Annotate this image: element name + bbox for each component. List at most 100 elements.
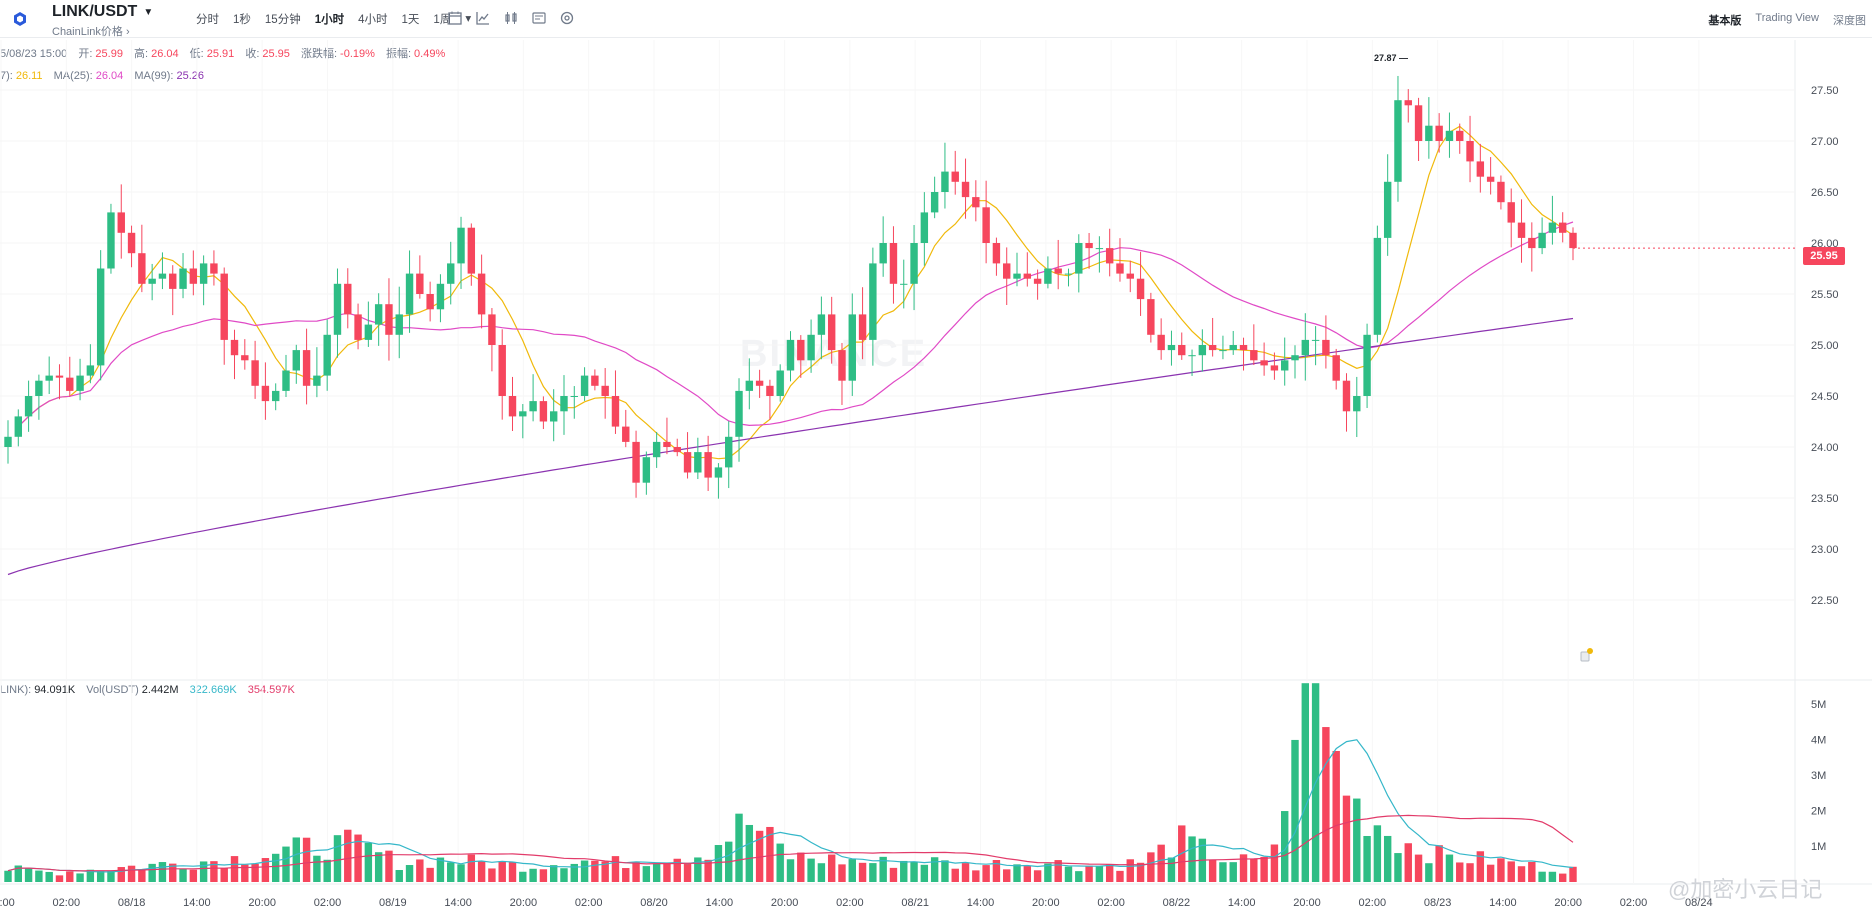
volume-bar [251, 863, 259, 882]
open-label: 开: [78, 48, 93, 60]
volume-bar [1528, 862, 1536, 882]
candle-body [1229, 345, 1237, 351]
interval-tabs: 分时 1秒 15分钟 1小时 4小时 1天 1周 ▾ [192, 11, 481, 27]
candle-body [1332, 355, 1340, 381]
notification-icon[interactable] [1578, 647, 1594, 663]
volume-bar [1085, 865, 1093, 882]
pair-selector[interactable]: LINK/USDT ▼ [52, 3, 153, 21]
candle-body [508, 396, 517, 417]
volume-bar [1105, 864, 1114, 882]
indicators-icon[interactable] [531, 10, 547, 26]
volume-bar [786, 859, 795, 882]
candle-body [1270, 365, 1279, 371]
volume-bar [1270, 844, 1279, 882]
candle-body [385, 304, 393, 335]
top-bar: LINK/USDT ▼ ChainLink价格 › 分时 1秒 15分钟 1小时… [0, 0, 1872, 38]
volume-bar [76, 873, 84, 882]
interval-tab[interactable]: 1周 [433, 14, 452, 26]
candle-body [24, 396, 33, 417]
volume-bar [1558, 873, 1567, 882]
candle-body [1023, 273, 1032, 279]
time-tick-label: 20:00 [1293, 897, 1321, 909]
candle-body [220, 273, 228, 340]
volume-bar [4, 870, 12, 882]
volume-bar [858, 862, 867, 882]
more-intervals-icon[interactable]: ▾ [465, 13, 472, 25]
price-tick-label: 24.00 [1811, 442, 1839, 454]
line-chart-icon[interactable] [475, 10, 491, 26]
settings-icon[interactable] [559, 10, 575, 26]
volume-bar [992, 860, 1001, 882]
time-tick-label: 14:00 [706, 897, 734, 909]
volume-bar [313, 855, 321, 882]
view-basic[interactable]: 基本版 [1708, 15, 1742, 27]
time-tick-label: 20:00 [248, 897, 276, 909]
volume-bar [323, 859, 331, 882]
volume-bar [652, 863, 661, 882]
candle-body [1394, 100, 1402, 182]
interval-tab-active[interactable]: 1小时 [314, 14, 345, 26]
candle-body [642, 457, 651, 483]
last-price-tag: 25.95 [1803, 247, 1845, 265]
volume-bar [354, 834, 362, 882]
volume-bar [35, 870, 43, 882]
calendar-icon[interactable] [447, 10, 463, 26]
volume-bar [1229, 862, 1237, 882]
volume-bar [14, 865, 23, 882]
candle-body [241, 355, 249, 361]
candle-body [1528, 237, 1536, 249]
volume-bar [1353, 798, 1361, 882]
grid [0, 40, 1872, 885]
candle-body [498, 345, 506, 396]
candle-body [323, 334, 331, 376]
volume-bar [869, 863, 877, 882]
volume-bar [1486, 864, 1495, 882]
volume-bar [395, 869, 403, 882]
kline-chart[interactable]: 27.5027.0026.5026.0025.5025.0024.5024.00… [0, 37, 1872, 911]
time-tick-label: 08/20 [640, 897, 668, 909]
candle-settings-icon[interactable] [503, 10, 519, 26]
candle-body [1507, 202, 1515, 223]
candle-body [477, 273, 486, 315]
volume-bar [920, 864, 929, 882]
time-tick-label: 08/22 [1163, 897, 1191, 909]
volume-bar [179, 868, 187, 882]
ohlc-date: 5/08/23 15:00 [0, 48, 68, 60]
volume-bar [1003, 869, 1011, 882]
candle-body [55, 375, 64, 378]
volume-bar [797, 852, 805, 882]
candle-body [1167, 345, 1176, 351]
candle-body [457, 227, 465, 264]
candle-body [1044, 268, 1052, 284]
candle-body [1003, 263, 1011, 279]
candle-body [282, 370, 290, 391]
axes: 27.5027.0026.5026.0025.5025.0024.5024.00… [0, 85, 1839, 909]
volume-bar [1126, 859, 1134, 882]
candle-body [1239, 345, 1248, 351]
volume-bar [271, 853, 280, 882]
candle-body [1250, 350, 1258, 361]
interval-tab[interactable]: 15分钟 [264, 14, 301, 26]
volume-tick-label: 5M [1811, 699, 1826, 711]
candle-body [807, 334, 815, 361]
interval-tab[interactable]: 4小时 [358, 14, 388, 26]
volume-bar [333, 835, 342, 882]
volume-tick-label: 1M [1811, 841, 1826, 853]
candle-body [117, 212, 125, 233]
pair-subtitle[interactable]: ChainLink价格 › [52, 26, 130, 38]
view-tradingview[interactable]: Trading View [1755, 12, 1819, 24]
volume-bar [766, 826, 774, 882]
interval-tab[interactable]: 1秒 [233, 14, 251, 26]
candle-body [1517, 222, 1526, 238]
volume-bar [1033, 870, 1042, 882]
volume-bar [1260, 856, 1268, 882]
volume-bar [457, 864, 465, 882]
interval-tab[interactable]: 1天 [401, 14, 420, 26]
interval-tab[interactable]: 分时 [196, 14, 219, 26]
time-tick-label: 20:00 [510, 897, 538, 909]
volume-bar [1250, 858, 1258, 882]
candle-body [4, 436, 12, 447]
candle-body [1208, 345, 1217, 351]
view-depth[interactable]: 深度图 [1833, 15, 1866, 27]
volume-bar [529, 868, 537, 882]
